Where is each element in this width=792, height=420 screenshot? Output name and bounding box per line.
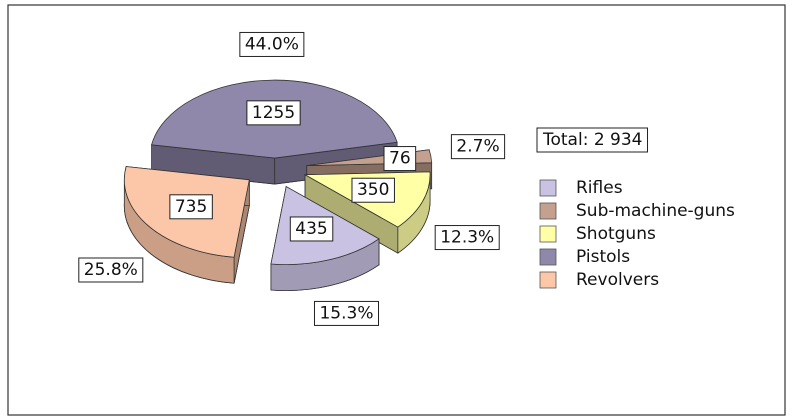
value-label: 76 — [389, 149, 411, 169]
legend-swatch — [539, 271, 557, 289]
total-label-box — [536, 127, 649, 153]
total-label: Total: 2 934 — [542, 130, 643, 150]
legend-swatch — [539, 248, 557, 266]
percentage-label-box — [313, 300, 380, 326]
percentage-label-box — [434, 225, 500, 251]
percentage-label: 12.3% — [440, 228, 494, 248]
value-label: 735 — [175, 197, 207, 217]
legend-swatch — [539, 202, 557, 220]
percentage-label-box — [78, 257, 144, 283]
percentage-label-box — [450, 134, 506, 160]
value-label-box — [351, 177, 395, 203]
percentage-label: 2.7% — [456, 137, 499, 157]
legend-label: Sub-machine-guns — [576, 201, 735, 221]
value-label-box — [246, 100, 301, 126]
value-label: 1255 — [252, 103, 295, 123]
value-label-box — [169, 194, 213, 220]
percentage-label-box — [239, 31, 305, 57]
legend-swatch — [539, 225, 557, 243]
value-label-box — [289, 216, 334, 242]
slice — [303, 171, 431, 254]
legend-label: Rifles — [576, 178, 623, 198]
value-label-box — [383, 146, 417, 172]
percentage-label: 15.3% — [319, 303, 373, 323]
value-label: 435 — [295, 219, 327, 239]
percentage-label: 44.0% — [245, 34, 299, 54]
legend-label: Revolvers — [576, 270, 659, 290]
percentage-label: 25.8% — [84, 260, 138, 280]
legend-label: Shotguns — [576, 224, 656, 244]
legend-label: Pistols — [576, 247, 630, 267]
legend-swatch — [539, 179, 557, 197]
value-label: 350 — [357, 180, 389, 200]
